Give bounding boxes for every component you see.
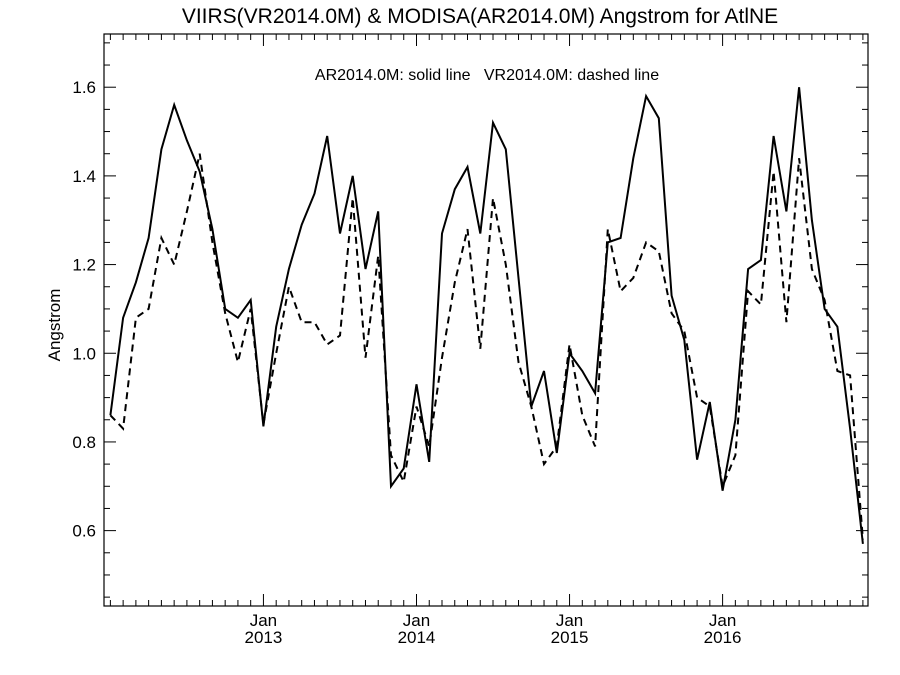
x-tick-label-month: Jan xyxy=(403,611,430,630)
y-tick-label: 0.8 xyxy=(72,433,96,452)
x-tick-label-month: Jan xyxy=(250,611,277,630)
y-tick-label: 1.0 xyxy=(72,344,96,363)
axis-ticks xyxy=(104,34,868,606)
x-tick-label-year: 2015 xyxy=(551,628,589,647)
y-tick-label: 0.6 xyxy=(72,522,96,541)
x-tick-label-year: 2016 xyxy=(704,628,742,647)
chart-title: VIIRS(VR2014.0M) & MODISA(AR2014.0M) Ang… xyxy=(182,5,778,28)
series-lines xyxy=(109,87,864,545)
y-tick-label: 1.4 xyxy=(72,167,96,186)
y-tick-label: 1.6 xyxy=(72,78,96,97)
x-tick-label-year: 2013 xyxy=(245,628,283,647)
x-tick-label-month: Jan xyxy=(709,611,736,630)
plot-frame xyxy=(103,33,869,607)
x-tick-label-year: 2014 xyxy=(398,628,436,647)
legend-annotation: AR2014.0M: solid line VR2014.0M: dashed … xyxy=(315,67,659,84)
x-tick-label-month: Jan xyxy=(556,611,583,630)
series-line-ar2014-0m xyxy=(109,87,864,545)
y-axis-label: Angstrom xyxy=(45,289,64,362)
y-tick-label: 1.2 xyxy=(72,256,96,275)
series-line-vr2014-0m xyxy=(109,153,864,540)
axis-tick-labels: 0.60.81.01.21.41.6Jan2013Jan2014Jan2015J… xyxy=(72,78,741,647)
